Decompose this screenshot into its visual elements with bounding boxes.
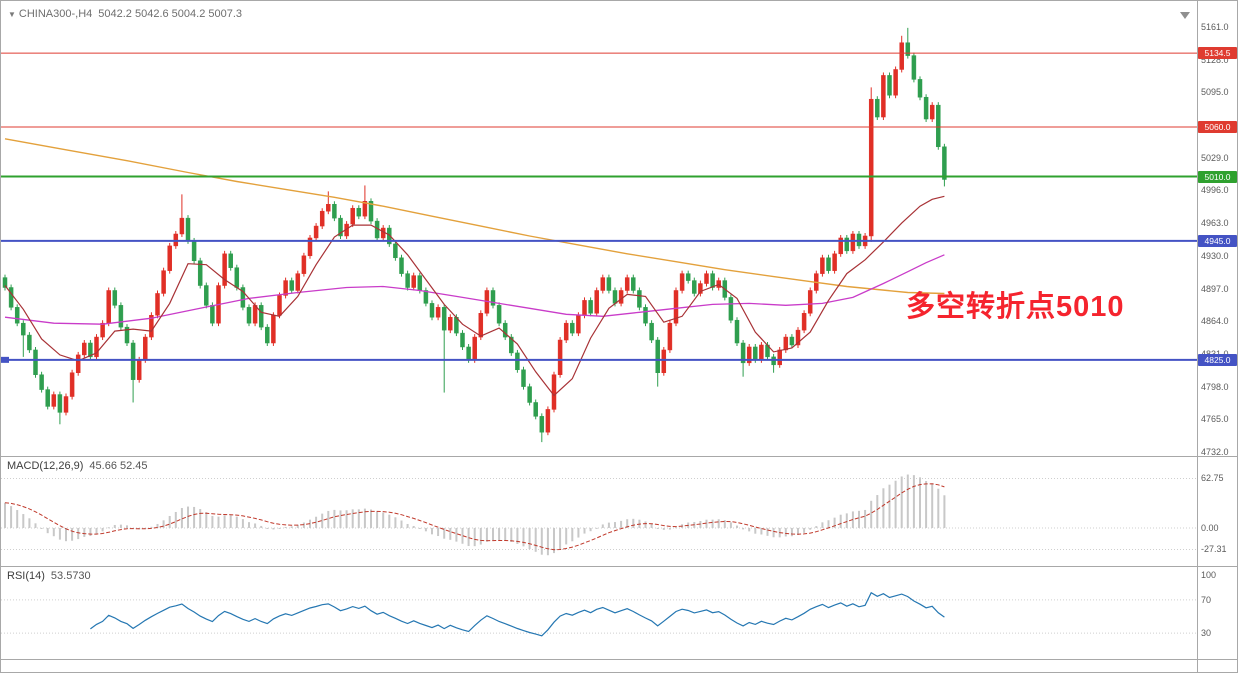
chart-shift-marker-icon: [1180, 12, 1190, 19]
axis-label: 4930.0: [1201, 250, 1229, 261]
axis-label: 62.75: [1201, 473, 1224, 484]
price-level-badge[interactable]: 4945.0: [1198, 234, 1237, 247]
axis-label: 5161.0: [1201, 21, 1229, 32]
rsi-indicator-label: RSI(14) 53.5730: [7, 570, 91, 582]
axis-label: 5029.0: [1201, 152, 1229, 163]
axis-label: 5095.0: [1201, 87, 1229, 98]
macd-values: 45.66 52.45: [89, 460, 148, 472]
axis-label: 100: [1201, 569, 1217, 580]
rsi-name: RSI(14): [7, 570, 45, 582]
axis-label: 4897.0: [1201, 283, 1229, 294]
axis-label: 4864.0: [1201, 316, 1229, 327]
symbol-marker-icon: ▼: [8, 10, 16, 19]
axis-label: 30: [1201, 628, 1212, 639]
axis-label: -27.31: [1201, 544, 1227, 555]
axis-label: 5128.0: [1201, 54, 1229, 65]
symbol-ohlc-values: 5042.2 5042.6 5004.2 5007.3: [98, 8, 243, 20]
rsi-line: [90, 591, 945, 637]
macd-indicator-label: MACD(12,26,9) 45.66 52.45: [7, 460, 148, 472]
axis-label: 4765.0: [1201, 414, 1229, 425]
axis-label: 0.00: [1201, 522, 1219, 533]
symbol-name: CHINA300-,H4: [18, 8, 93, 20]
axis-label: 4732.0: [1201, 447, 1229, 458]
axis-label: 70: [1201, 594, 1212, 605]
macd-histogram: [4, 474, 946, 556]
axis-label: 4996.0: [1201, 185, 1229, 196]
medium-ma-line: [4, 254, 945, 325]
price-level-badge[interactable]: 4825.0: [1198, 353, 1237, 366]
time-axis[interactable]: [1, 660, 1197, 672]
level-anchor-marker[interactable]: [1, 356, 9, 363]
price-level-badge[interactable]: 5060.0: [1198, 120, 1237, 133]
rsi-value: 53.5730: [50, 570, 91, 582]
fast-ma-line: [4, 195, 945, 397]
price-axis[interactable]: 5161.05128.05095.05062.05029.04996.04963…: [1198, 1, 1237, 672]
chart-symbol-header: ▼ CHINA300-,H4 5042.2 5042.6 5004.2 5007.3: [8, 8, 242, 20]
axis-label: 4963.0: [1201, 218, 1229, 229]
price-level-badge[interactable]: 5010.0: [1198, 170, 1237, 183]
candles-group: [2, 27, 947, 443]
macd-name: MACD(12,26,9): [7, 460, 84, 472]
macd-signal-line: [4, 483, 945, 551]
price-level-badge[interactable]: 5134.5: [1198, 47, 1237, 60]
slow-ma-line: [4, 138, 945, 295]
axis-label: 4798.0: [1201, 381, 1229, 392]
chart-annotation[interactable]: 多空转折点5010: [906, 291, 1125, 323]
